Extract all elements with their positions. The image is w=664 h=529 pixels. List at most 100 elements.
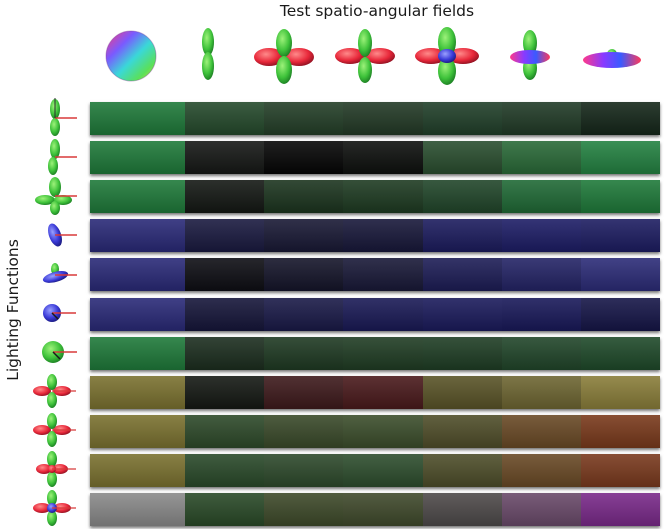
swatch-cell [422, 219, 502, 253]
swatch-cell [580, 180, 661, 214]
lighting-icon-10 [36, 451, 76, 487]
swatch-cell [90, 219, 185, 253]
swatch-cell [264, 414, 344, 448]
swatch-cell [501, 493, 581, 526]
swatch-cell [343, 180, 423, 214]
swatch-cell [90, 414, 185, 448]
swatch-cell [264, 453, 344, 487]
swatch-cell [264, 258, 344, 292]
swatch-cell [185, 297, 265, 331]
swatch-cell [90, 375, 185, 409]
swatch-row-11 [90, 493, 661, 526]
swatch-row-9 [90, 414, 661, 448]
lighting-icon-11 [33, 490, 76, 526]
swatch-cell [580, 219, 661, 253]
swatch-cell [343, 141, 423, 175]
field-icon-5 [415, 27, 479, 85]
lighting-icon-6 [43, 304, 76, 322]
field-icon-2 [202, 28, 214, 80]
swatch-cell [90, 180, 185, 214]
swatch-cell [422, 258, 502, 292]
lighting-icon-2 [48, 139, 77, 175]
swatch-cell [185, 375, 265, 409]
swatch-cell [185, 219, 265, 253]
swatch-cell [185, 453, 265, 487]
swatch-cell [90, 141, 185, 175]
swatch-cell [501, 258, 581, 292]
field-icon-4 [335, 29, 395, 83]
swatch-cell [264, 297, 344, 331]
lighting-icon-3 [35, 177, 77, 215]
field-icon-6 [510, 30, 550, 80]
swatch-cell [264, 336, 344, 370]
swatch-cell [264, 375, 344, 409]
lighting-icon-4 [48, 223, 77, 247]
swatch-cell [343, 297, 423, 331]
swatch-cell [580, 258, 661, 292]
swatch-cell [501, 141, 581, 175]
swatch-cell [185, 258, 265, 292]
swatch-cell [422, 414, 502, 448]
swatch-cell [90, 493, 185, 526]
swatch-cell [343, 258, 423, 292]
swatch-row-6 [90, 297, 661, 331]
swatch-cell [422, 493, 502, 526]
swatch-row-5 [90, 258, 661, 292]
swatch-cell [580, 102, 661, 135]
swatch-row-8 [90, 375, 661, 409]
swatch-cell [501, 375, 581, 409]
swatch-cell [580, 297, 661, 331]
swatch-cell [185, 141, 265, 175]
swatch-cell [501, 453, 581, 487]
swatch-row-4 [90, 219, 661, 253]
swatch-cell [343, 102, 423, 135]
swatch-cell [343, 493, 423, 526]
swatch-cell [422, 297, 502, 331]
swatch-cell [422, 180, 502, 214]
swatch-cell [185, 102, 265, 135]
swatch-cell [343, 219, 423, 253]
swatch-cell [90, 336, 185, 370]
top-title: Test spatio-angular fields [279, 2, 475, 20]
swatch-row-10 [90, 453, 661, 487]
field-icon-7 [583, 49, 641, 68]
swatch-row-2 [90, 141, 661, 175]
swatch-cell [343, 336, 423, 370]
swatch-row-7 [90, 336, 661, 370]
swatch-cell [264, 180, 344, 214]
lighting-icon-7 [42, 341, 77, 363]
swatch-cell [185, 336, 265, 370]
swatch-row-3 [90, 180, 661, 214]
swatch-cell [90, 297, 185, 331]
swatch-cell [90, 102, 185, 135]
swatch-cell [501, 102, 581, 135]
lighting-icon-9 [33, 413, 76, 447]
swatch-cell [580, 141, 661, 175]
swatch-cell [501, 219, 581, 253]
swatch-cell [422, 141, 502, 175]
swatch-cell [580, 375, 661, 409]
swatch-cell [580, 453, 661, 487]
field-icon-3 [254, 29, 314, 84]
lighting-icon-5 [42, 263, 77, 283]
swatch-cell [580, 336, 661, 370]
swatch-cell [422, 336, 502, 370]
lighting-icon-1 [50, 98, 77, 136]
swatch-cell [343, 453, 423, 487]
side-title-text: Lighting Functions [4, 239, 22, 381]
swatch-cell [264, 141, 344, 175]
lighting-icon-8 [33, 374, 76, 408]
field-icon-1 [105, 30, 157, 82]
swatch-cell [422, 102, 502, 135]
swatch-cell [343, 414, 423, 448]
swatch-cell [343, 375, 423, 409]
swatch-cell [501, 180, 581, 214]
swatch-cell [264, 102, 344, 135]
swatch-cell [185, 414, 265, 448]
swatch-cell [501, 336, 581, 370]
swatch-cell [185, 180, 265, 214]
swatch-cell [264, 219, 344, 253]
swatch-cell [90, 258, 185, 292]
side-title: Lighting Functions [4, 92, 22, 528]
